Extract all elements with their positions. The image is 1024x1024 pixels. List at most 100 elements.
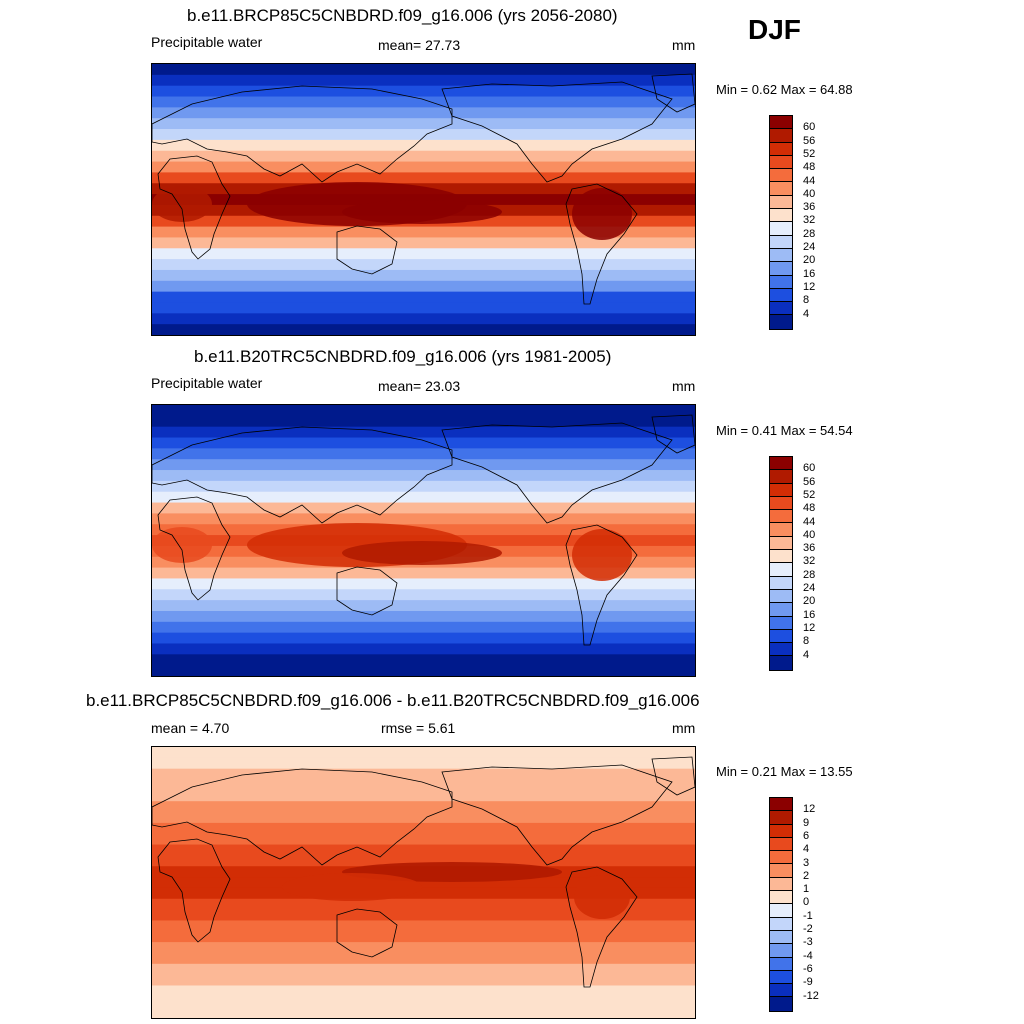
map-contour-band xyxy=(152,459,695,471)
colorbar-segment xyxy=(770,917,792,931)
panel2-title: b.e11.B20TRC5CNBDRD.f09_g16.006 (yrs 198… xyxy=(194,347,612,366)
panel2-minmax-label: Min = 0.41 Max = 54.54 xyxy=(716,423,853,438)
colorbar-segment xyxy=(770,851,792,865)
colorbar-segment xyxy=(770,262,792,276)
colorbar-tick-label: 32 xyxy=(803,214,816,227)
colorbar-tick-label: 24 xyxy=(803,582,816,594)
colorbar-tick-label: -3 xyxy=(803,936,813,949)
map-change-maximum xyxy=(282,873,422,901)
map-moisture-maximum xyxy=(572,529,632,581)
colorbar-segment xyxy=(770,155,792,170)
colorbar-segment xyxy=(770,997,792,1011)
map-contour-band xyxy=(152,942,695,954)
colorbar-tick-label: 4 xyxy=(803,843,810,856)
map-moisture-maximum xyxy=(342,200,502,224)
colorbar-segment xyxy=(770,616,792,630)
panel1-minmax-label: Min = 0.62 Max = 64.88 xyxy=(716,82,853,97)
colorbar-tick-label: 52 xyxy=(803,147,816,160)
colorbar-tick-label: -4 xyxy=(803,949,813,962)
coastline-eurasia xyxy=(152,85,453,183)
map-contour-band xyxy=(152,291,695,304)
colorbar-segment xyxy=(770,142,792,156)
map-contour-band xyxy=(152,600,695,612)
colorbar-segment xyxy=(770,288,792,303)
colorbar-tick-label: 2 xyxy=(803,869,810,882)
map-contour-band xyxy=(152,259,695,271)
map-contour-band xyxy=(152,665,695,676)
colorbar-segment xyxy=(770,523,792,537)
colorbar-segment xyxy=(770,798,792,812)
colorbar-tick-label: 4 xyxy=(803,648,810,661)
colorbar-tick-label: 60 xyxy=(803,121,816,134)
colorbar-tick-label: 8 xyxy=(803,294,810,307)
panel1-map-canvas xyxy=(152,64,695,335)
map-contour-band xyxy=(152,150,695,163)
colorbar-tick-label: 4 xyxy=(803,307,810,320)
colorbar-tick-label: 16 xyxy=(803,608,816,621)
colorbar-tick-label: 20 xyxy=(803,595,816,608)
colorbar-tick-label: 12 xyxy=(803,621,816,634)
map-contour-band xyxy=(152,415,695,428)
map-moisture-maximum xyxy=(342,541,502,565)
map-contour-band xyxy=(152,747,695,759)
colorbar-tick-label: 32 xyxy=(803,555,816,568)
colorbar-tick-label: 16 xyxy=(803,267,816,280)
map-contour-band xyxy=(152,920,695,932)
coastline-eurasia xyxy=(152,768,453,866)
map-contour-band xyxy=(152,898,695,911)
colorbar-tick-label: 44 xyxy=(803,515,816,528)
colorbar-tick-label: 8 xyxy=(803,635,810,648)
colorbar-segment xyxy=(770,209,792,223)
colorbar-segment xyxy=(770,811,792,825)
map-contour-band xyxy=(152,790,695,802)
colorbar-segment xyxy=(770,195,792,210)
map-contour-band xyxy=(152,237,695,249)
map-contour-band xyxy=(152,129,695,141)
colorbar-segment xyxy=(770,315,792,329)
map-contour-band xyxy=(152,470,695,482)
coastline-samerica xyxy=(565,524,638,646)
map-contour-band xyxy=(152,513,695,525)
panel1-map xyxy=(151,63,696,336)
map-contour-band xyxy=(152,833,695,846)
coastline-australia xyxy=(336,908,398,958)
colorbar-tick-label: -1 xyxy=(803,909,813,922)
colorbar-segment xyxy=(770,235,792,249)
map-contour-band xyxy=(152,491,695,504)
coastline-greenland xyxy=(651,414,695,454)
map-contour-band xyxy=(152,248,695,260)
map-contour-band xyxy=(152,801,695,813)
panel1-mean-label: mean= 27.73 xyxy=(378,37,461,53)
colorbar-segment xyxy=(770,470,792,484)
map-contour-band xyxy=(152,118,695,130)
colorbar-tick-label: 60 xyxy=(803,462,816,475)
colorbar-tick-label: -9 xyxy=(803,976,813,989)
map-contour-band xyxy=(152,302,695,314)
colorbar-segment xyxy=(770,877,792,892)
colorbar-tick-label: 44 xyxy=(803,174,816,187)
map-contour-band xyxy=(152,589,695,601)
colorbar-tick-label: 56 xyxy=(803,134,816,147)
colorbar-tick-label: -2 xyxy=(803,923,813,935)
panel2-mean-label: mean= 23.03 xyxy=(378,378,461,394)
panel1-title: b.e11.BRCP85C5CNBDRD.f09_g16.006 (yrs 20… xyxy=(187,6,618,25)
map-contour-band xyxy=(152,909,695,922)
panel3-map xyxy=(151,746,696,1019)
map-contour-band xyxy=(152,812,695,824)
colorbar-segment xyxy=(770,563,792,577)
colorbar-segment xyxy=(770,957,792,971)
colorbar-tick-label: 52 xyxy=(803,488,816,501)
map-moisture-maximum xyxy=(152,186,212,222)
colorbar-segment xyxy=(770,824,792,838)
map-contour-band xyxy=(152,64,695,76)
colorbar-segment xyxy=(770,576,792,590)
coastline-africa xyxy=(157,838,231,943)
colorbar-tick-label: 36 xyxy=(803,201,816,214)
colorbar-segment xyxy=(770,970,792,985)
season-label: DJF xyxy=(748,14,801,45)
map-contour-band xyxy=(152,161,695,173)
panel3-colorbar xyxy=(769,797,793,1012)
map-contour-band xyxy=(152,779,695,791)
map-contour-band xyxy=(152,844,695,856)
panel3-minmax-label: Min = 0.21 Max = 13.55 xyxy=(716,764,853,779)
